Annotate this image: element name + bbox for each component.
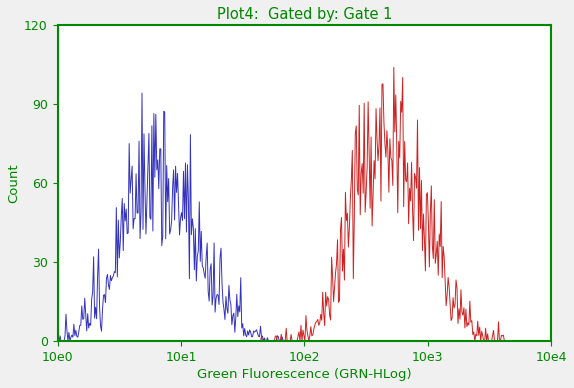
Y-axis label: Count: Count — [7, 163, 20, 203]
Title: Plot4:  Gated by: Gate 1: Plot4: Gated by: Gate 1 — [217, 7, 392, 22]
X-axis label: Green Fluorescence (GRN-HLog): Green Fluorescence (GRN-HLog) — [197, 368, 412, 381]
